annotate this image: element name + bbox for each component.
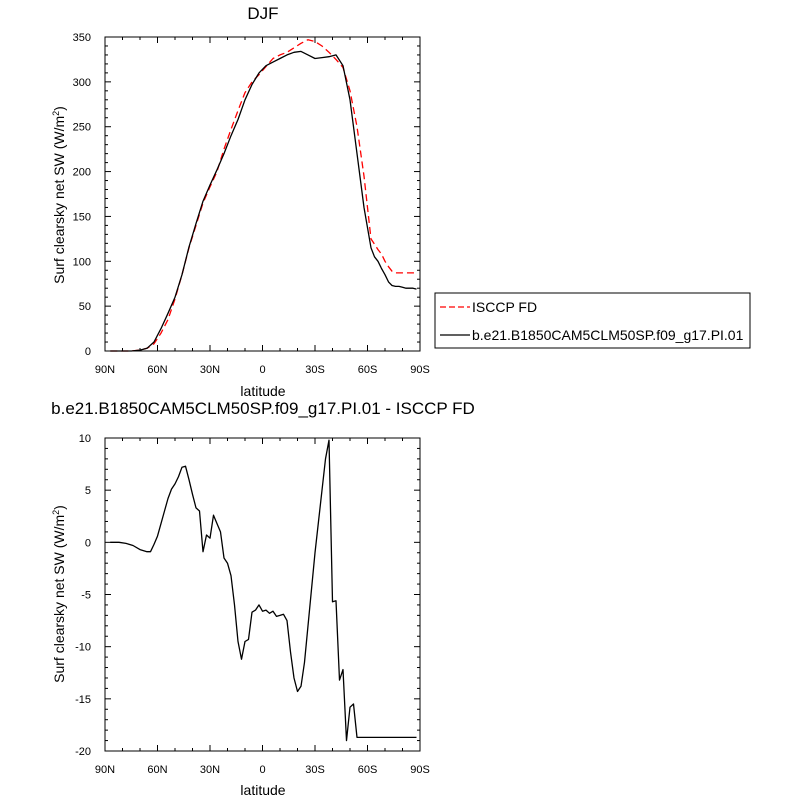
y-tick-label: 5 <box>85 485 91 497</box>
x-tick-label: 30S <box>305 764 325 776</box>
x-axis-label: latitude <box>240 383 285 399</box>
series-line-isccp-fd <box>110 39 417 352</box>
x-tick-label: 60S <box>358 764 378 776</box>
y-axis-label-close: ) <box>51 505 67 510</box>
y-axis-label-text: Surf clearsky net SW (W/m <box>51 116 67 284</box>
plot-frame <box>104 437 421 752</box>
x-tick-label: 0 <box>259 764 265 776</box>
y-tick-label: 350 <box>73 32 91 44</box>
x-tick-label: 90N <box>95 764 115 776</box>
x-tick-label: 60S <box>358 364 378 376</box>
y-tick-label: 300 <box>73 77 91 89</box>
x-tick-label: 90N <box>95 364 115 376</box>
x-tick-label: 60N <box>147 764 167 776</box>
chart-title: b.e21.B1850CAM5CLM50SP.f09_g17.PI.01 - I… <box>51 399 475 418</box>
x-tick-label: 30S <box>305 364 325 376</box>
y-axis-label-exponent: 2 <box>51 111 61 116</box>
x-tick-label: 30N <box>200 764 220 776</box>
legend: ISCCP FD b.e21.B1850CAM5CLM50SP.f09_g17.… <box>434 292 751 349</box>
plot-frame <box>104 36 421 352</box>
x-tick-label: 30N <box>200 364 220 376</box>
legend-box <box>434 292 751 349</box>
legend-label: b.e21.B1850CAM5CLM50SP.f09_g17.PI.01 <box>472 327 744 343</box>
y-tick-label: 0 <box>85 346 91 358</box>
y-tick-label: 50 <box>79 301 91 313</box>
x-tick-label: 90S <box>410 364 430 376</box>
y-axis-label-close: ) <box>51 106 67 111</box>
y-tick-label: -5 <box>81 590 91 602</box>
x-tick-label: 90S <box>410 764 430 776</box>
y-tick-label: 250 <box>73 122 91 134</box>
x-tick-label: 60N <box>147 364 167 376</box>
y-axis-label: Surf clearsky net SW (W/m2) <box>51 505 67 683</box>
x-axis-label: latitude <box>240 782 285 798</box>
y-tick-label: -20 <box>75 746 91 758</box>
y-tick-label: 200 <box>73 167 91 179</box>
chart-title: DJF <box>247 4 278 23</box>
y-tick-label: -15 <box>75 694 91 706</box>
y-tick-label: 10 <box>79 433 91 445</box>
series-line-difference <box>110 439 417 742</box>
y-axis-label-exponent: 2 <box>51 510 61 515</box>
legend-label: ISCCP FD <box>472 299 537 315</box>
y-tick-label: -10 <box>75 642 91 654</box>
y-tick-label: 150 <box>73 211 91 223</box>
y-axis-label-text: Surf clearsky net SW (W/m <box>51 515 67 683</box>
series-line-model <box>110 50 417 352</box>
y-axis-label: Surf clearsky net SW (W/m2) <box>51 106 67 284</box>
x-tick-label: 0 <box>259 364 265 376</box>
y-tick-label: 0 <box>85 537 91 549</box>
y-tick-label: 100 <box>73 256 91 268</box>
